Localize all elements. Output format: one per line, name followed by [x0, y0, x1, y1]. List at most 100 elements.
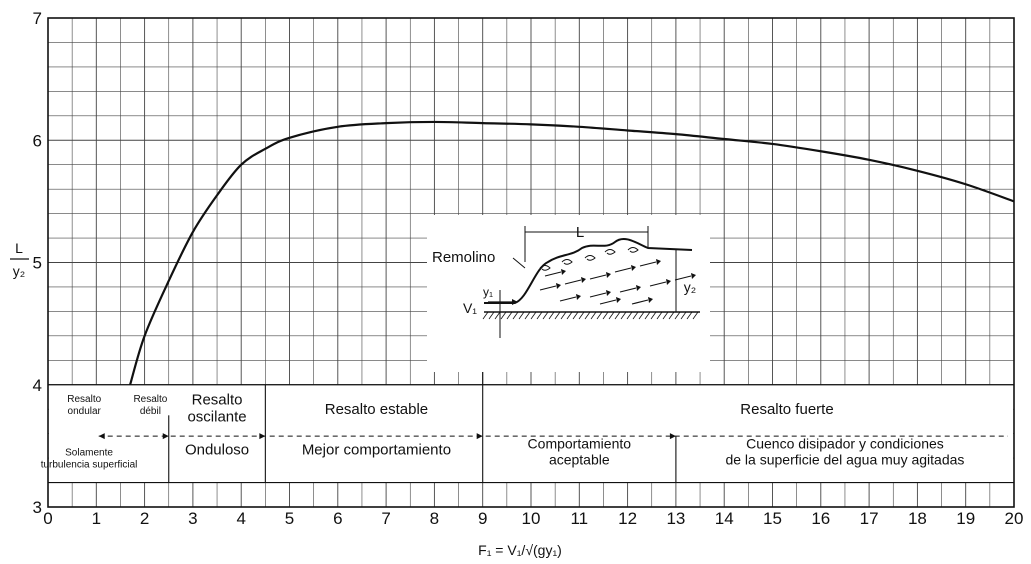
divider-arrow-icon	[162, 433, 169, 440]
inset-eddy-icon	[561, 259, 573, 265]
x-tick-label: 15	[763, 509, 782, 528]
x-tick-label: 7	[381, 509, 390, 528]
x-tick-label: 16	[811, 509, 830, 528]
x-tick-label: 11	[570, 509, 588, 528]
inset-label-length: L	[576, 224, 584, 241]
inset-flow-arrow	[539, 285, 557, 291]
inset-flow-arrow	[639, 261, 657, 267]
inset-flow-arrow	[614, 267, 632, 273]
inset-floor-hatch	[632, 311, 639, 320]
region-label-weak: débil	[140, 406, 161, 417]
inset-eddy-icon	[539, 265, 551, 271]
inset-background	[427, 215, 710, 372]
y-tick-label: 6	[33, 131, 42, 150]
inset-floor-hatch	[674, 311, 681, 320]
x-tick-label: 8	[430, 509, 439, 528]
divider-arrow-icon	[98, 433, 105, 440]
divider-arrow-icon	[259, 433, 266, 440]
x-tick-label: 4	[236, 509, 245, 528]
inset-flow-arrowhead-icon	[616, 297, 621, 303]
inset-flow-arrow	[599, 299, 617, 305]
y-tick-label: 4	[33, 376, 42, 395]
inset-eddy-icon	[627, 247, 639, 253]
inset-flow-arrow	[619, 287, 637, 293]
jump-inset-diagram: Remolino Ly₁ y₂ V₁	[427, 215, 710, 372]
region-label-strong: Resalto fuerte	[740, 401, 833, 418]
x-tick-label: 10	[522, 509, 541, 528]
inset-water-surface	[484, 238, 693, 304]
plot-border	[47, 17, 1015, 508]
inset-label-v1: V₁	[463, 300, 477, 316]
inset-floor-hatch	[644, 311, 651, 320]
inset-floor-hatch	[512, 311, 519, 320]
inset-floor-hatch	[500, 311, 507, 320]
inset-floor-hatch	[554, 311, 561, 320]
region-note-acceptable: Comportamiento	[528, 435, 632, 451]
x-tick-label: 12	[618, 509, 637, 528]
inset-floor-hatch	[590, 311, 597, 320]
inset-floor-hatch	[524, 311, 531, 320]
inset-floor-hatch	[488, 311, 495, 320]
inset-floor-hatch	[584, 311, 591, 320]
inset-floor-hatch	[662, 311, 669, 320]
x-tick-label: 20	[1005, 509, 1024, 528]
inset-flow-arrowhead-icon	[581, 277, 586, 283]
inset-flow-arrow	[544, 271, 562, 277]
x-tick-label: 9	[478, 509, 487, 528]
x-tick-label: 3	[188, 509, 197, 528]
x-tick-label: 6	[333, 509, 342, 528]
inset-flow-arrowhead-icon	[648, 297, 653, 303]
x-tick-label: 2	[140, 509, 149, 528]
region-note-acceptable: aceptable	[549, 451, 610, 467]
region-label-steady: Resalto estable	[325, 401, 428, 418]
inset-flow-arrow	[564, 279, 582, 285]
inset-floor-hatch	[578, 311, 585, 320]
y-tick-label: 5	[33, 254, 42, 273]
region-label-oscillating: Resalto	[192, 391, 243, 408]
inset-flow-arrowhead-icon	[636, 285, 641, 291]
region-note-wavy: Onduloso	[185, 441, 249, 458]
inset-floor-hatch	[638, 311, 645, 320]
x-axis-label: F₁ = V₁/√(gy₁)	[478, 542, 562, 558]
inset-v1-arrowhead-icon	[512, 299, 518, 305]
regions-background	[49, 384, 1013, 483]
inset-floor-hatch	[602, 311, 609, 320]
inset-flow-arrowhead-icon	[631, 265, 636, 271]
inset-floor-hatch	[596, 311, 603, 320]
series-curve	[129, 120, 1015, 386]
inset-eddy-icon	[584, 255, 596, 261]
y-tick-label: 7	[33, 9, 42, 28]
inset-floor-hatch	[560, 311, 567, 320]
x-tick-label: 13	[666, 509, 685, 528]
x-tick-label: 5	[285, 509, 294, 528]
inset-label-eddy: Remolino	[432, 249, 495, 266]
inset-floor-hatch	[536, 311, 543, 320]
inset-flow-arrow	[559, 296, 577, 302]
inset-floor-hatch	[656, 311, 663, 320]
region-note-surface: turbulencia superficial	[41, 460, 138, 471]
inset-floor-hatch	[494, 311, 501, 320]
x-tick-label: 0	[43, 509, 52, 528]
inset-flow-arrowhead-icon	[691, 273, 696, 279]
inset-floor-hatch	[518, 311, 525, 320]
y-axis-label-denominator: y₂	[13, 263, 25, 279]
series-line	[129, 120, 1015, 386]
x-tick-label: 1	[92, 509, 101, 528]
divider-arrow-icon	[669, 433, 676, 440]
inset-floor-hatch	[548, 311, 555, 320]
x-tick-label: 17	[860, 509, 879, 528]
x-tick-label: 19	[956, 509, 975, 528]
inset-floor-hatch	[686, 311, 693, 320]
inset-flow-arrowhead-icon	[556, 283, 561, 289]
inset-eddy-icon	[604, 249, 616, 255]
inset-label-y2: y₂	[684, 279, 696, 295]
region-note-best: Mejor comportamiento	[302, 441, 451, 458]
inset-flow-arrow	[649, 281, 667, 287]
inset-floor-hatch	[566, 311, 573, 320]
inset-flow-arrowhead-icon	[576, 294, 581, 300]
inset-floor-hatch	[506, 311, 513, 320]
x-tick-label: 14	[715, 509, 734, 528]
